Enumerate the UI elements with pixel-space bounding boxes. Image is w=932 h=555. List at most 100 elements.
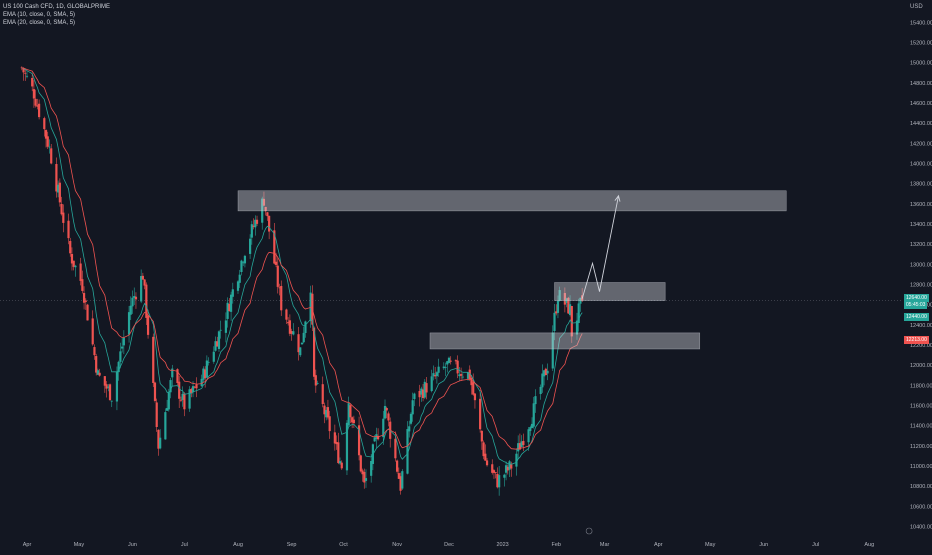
candle [529, 427, 532, 431]
y-tick-label: 13800.00 [910, 182, 932, 188]
y-tick-label: 10800.00 [910, 484, 932, 490]
candle [503, 474, 506, 478]
candle [387, 413, 390, 421]
candle [164, 412, 167, 440]
candle [491, 464, 494, 473]
candle [205, 360, 208, 378]
y-tick-label: 11200.00 [910, 444, 932, 450]
ema10-legend[interactable]: EMA (10, close, 0, SMA, 5) [3, 12, 76, 18]
y-tick-label: 13000.00 [910, 262, 932, 268]
x-tick-label: Apr [654, 542, 663, 548]
ema20-price-label: 12213.00 [904, 336, 929, 344]
candle [300, 342, 304, 345]
candle [86, 304, 89, 321]
candle [520, 441, 523, 447]
candle [522, 440, 525, 446]
candle [309, 292, 312, 322]
candle [84, 300, 87, 302]
candle [155, 402, 158, 428]
candle [82, 293, 86, 303]
candle [181, 393, 184, 400]
candle [79, 263, 82, 281]
candle [397, 473, 400, 479]
candle [249, 238, 252, 254]
candle [312, 327, 316, 377]
candle [62, 212, 65, 223]
candle [31, 77, 34, 87]
candle [541, 373, 544, 388]
candle [314, 375, 317, 386]
candle [134, 296, 138, 300]
x-tick-label: May [74, 542, 85, 548]
candle [543, 370, 546, 377]
candle [321, 384, 324, 405]
candle [229, 294, 233, 312]
candle [183, 393, 186, 410]
candle [357, 425, 361, 456]
candle [131, 297, 134, 307]
candle [472, 382, 475, 395]
y-tick-label: 10400.00 [910, 524, 932, 530]
y-tick-label: 12200.00 [910, 343, 932, 349]
candle [518, 443, 522, 450]
candle [418, 390, 421, 398]
candle [25, 75, 29, 77]
candle [152, 336, 155, 384]
candle [297, 334, 300, 353]
candle [103, 376, 106, 386]
candle [325, 410, 328, 418]
candle [555, 311, 558, 314]
candle [119, 351, 122, 362]
candle [20, 67, 23, 69]
candle [466, 372, 470, 379]
candle [527, 429, 530, 443]
candle [34, 98, 37, 106]
candle [444, 367, 447, 368]
candle [506, 466, 509, 471]
candle [74, 265, 77, 268]
x-tick-label: Jun [759, 542, 768, 548]
candle [370, 460, 373, 476]
candle [385, 408, 388, 411]
candle [231, 289, 234, 297]
candle [219, 329, 222, 331]
candle [36, 105, 39, 107]
candle [238, 274, 241, 283]
candle [345, 422, 349, 471]
candle [437, 366, 440, 373]
x-tick-label: Sep [287, 542, 297, 548]
ema20-legend[interactable]: EMA (20, close, 0, SMA, 5) [3, 20, 76, 26]
candles-group [20, 66, 584, 496]
candle [446, 361, 449, 365]
ema20-line [21, 67, 583, 450]
candle [454, 360, 458, 362]
candle [411, 400, 414, 415]
y-tick-label: 14600.00 [910, 101, 932, 107]
candle [70, 253, 74, 264]
candle [67, 220, 70, 239]
candle [544, 368, 547, 376]
candle [430, 376, 433, 392]
y-tick-label: 11800.00 [910, 383, 932, 389]
candle [264, 206, 267, 212]
candle [479, 398, 482, 430]
y-tick-label: 13200.00 [910, 242, 932, 248]
candle [532, 403, 535, 427]
symbol-label[interactable]: US 100 Cash CFD, 1D, GLOBALPRIME [3, 4, 111, 10]
y-tick-label: 14000.00 [910, 162, 932, 168]
candle [556, 300, 560, 313]
candle [93, 347, 96, 356]
candle [48, 146, 51, 148]
candle [568, 304, 572, 315]
candle [280, 285, 283, 311]
candle [278, 287, 281, 289]
candle [434, 375, 437, 377]
candle [376, 435, 380, 440]
candle [207, 361, 210, 363]
candle [492, 470, 496, 473]
candle [406, 429, 409, 474]
candle [302, 332, 305, 343]
